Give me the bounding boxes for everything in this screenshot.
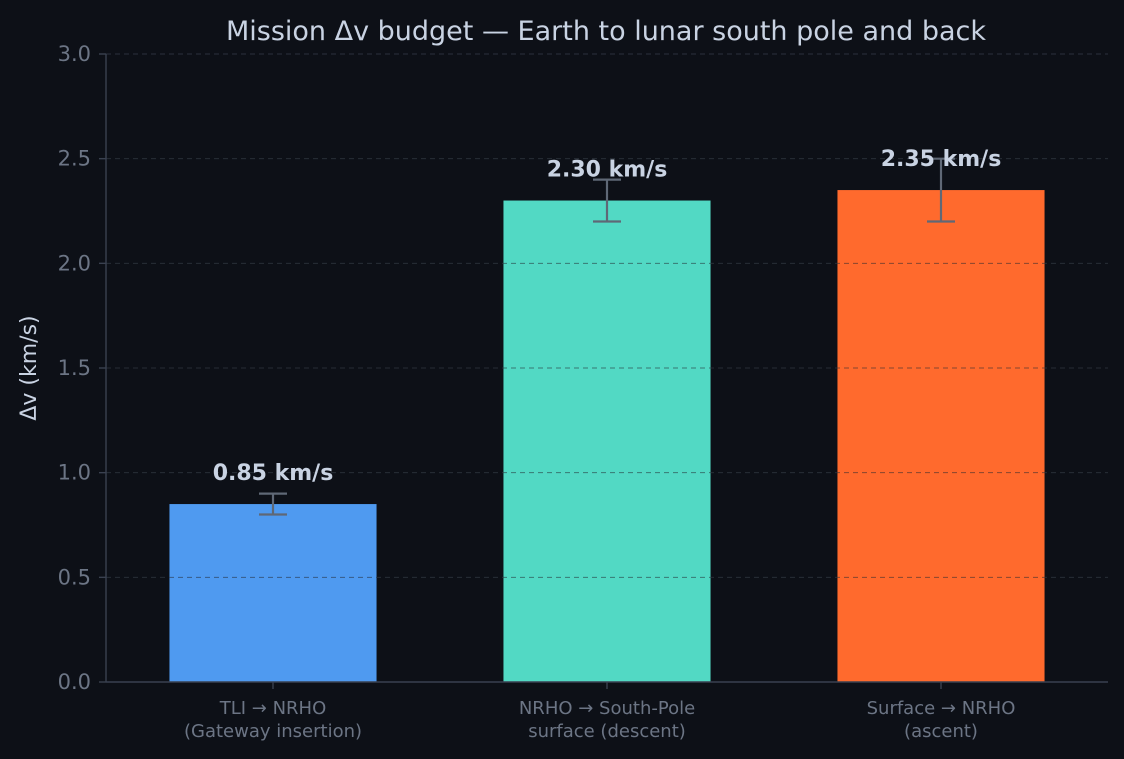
data-label: 2.30 km/s (547, 158, 668, 183)
y-tick-label: 1.0 (58, 461, 91, 485)
y-tick-label: 1.5 (58, 356, 91, 380)
x-tick-label: (Gateway insertion) (184, 721, 362, 742)
bar (837, 190, 1045, 683)
y-tick-label: 0.5 (58, 565, 91, 589)
x-tick-label: NRHO → South-Pole (519, 698, 695, 719)
bar (503, 200, 711, 683)
y-tick-label: 2.5 (58, 147, 91, 171)
x-tick-label: TLI → NRHO (219, 698, 327, 719)
axes (99, 53, 1108, 689)
error-bar (593, 178, 621, 223)
bars (169, 190, 1045, 683)
x-tick-label: Surface → NRHO (867, 698, 1016, 719)
error-bar (927, 157, 955, 223)
bar (169, 504, 377, 682)
chart-title: Mission Δv budget — Earth to lunar south… (226, 16, 986, 47)
y-tick-label: 2.0 (58, 251, 91, 275)
labels: 0.0 0.5 1.0 1.5 2.0 2.5 3.0 TLI → NRHO(Gateway … (58, 42, 1016, 742)
error-bars (259, 157, 955, 516)
y-tick-label: 0.0 (58, 670, 91, 694)
x-tick-label: (ascent) (904, 721, 978, 742)
x-tick-label: surface (descent) (528, 721, 686, 742)
error-bar (259, 492, 287, 516)
y-axis-label: Δv (km/s) (17, 315, 42, 420)
data-label: 0.85 km/s (213, 461, 334, 486)
y-tick-label: 3.0 (58, 42, 91, 66)
data-label: 2.35 km/s (881, 147, 1002, 172)
